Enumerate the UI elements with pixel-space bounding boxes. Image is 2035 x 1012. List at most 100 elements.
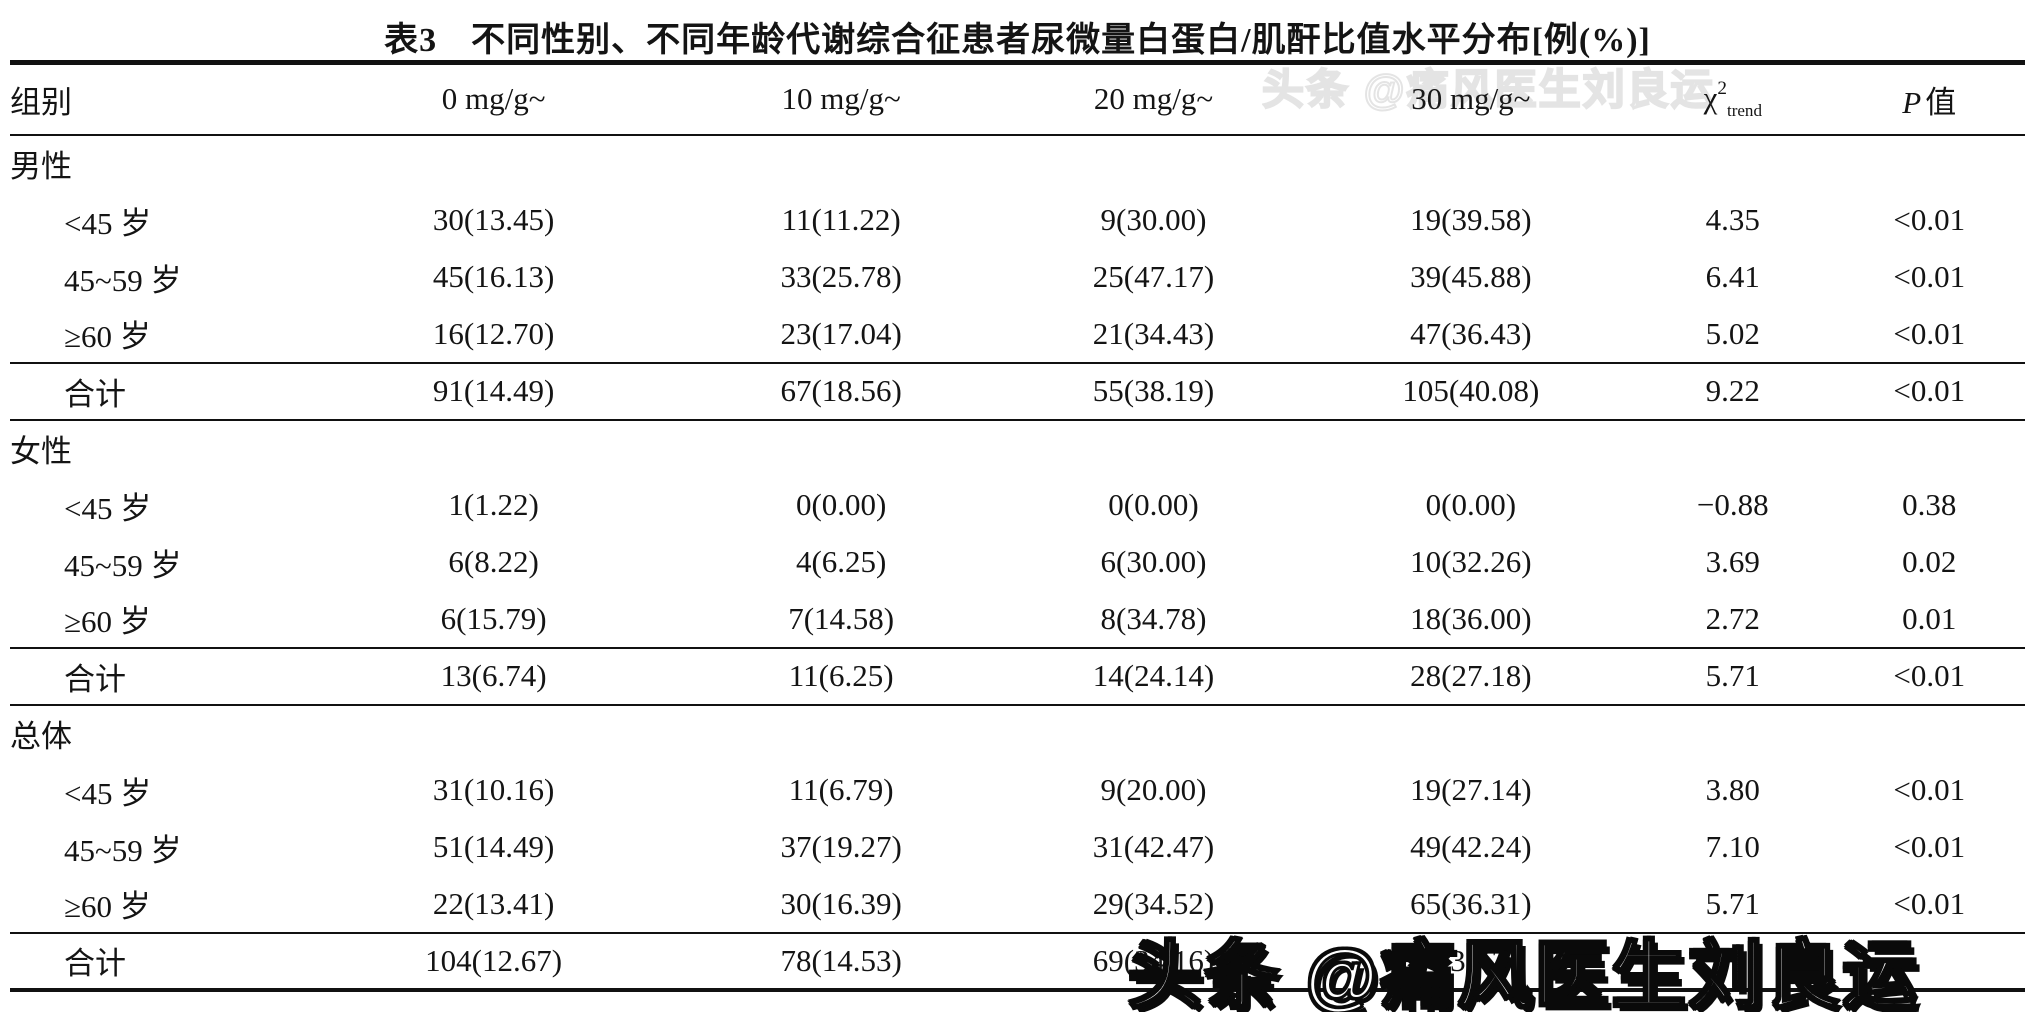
cell: 47(36.43) [1410,315,1532,351]
cell: 14(24.14) [1092,658,1215,693]
chi-superscript: 2 [1717,77,1727,99]
cell: 7.10 [1705,829,1760,864]
cell: 39(45.88) [1410,259,1532,294]
row-label: 45~59 岁 [64,262,182,298]
total-row-overall: 合计 104(12.67) 78(14.53) 69(34.16) 133(3 [10,932,2025,990]
table-row: <45 岁 30(13.45) 11(11.22) 9(30.00) 19(39.58)… [10,192,2025,249]
cell: 23(17.04) [780,315,902,351]
cell: 31(42.47) [1092,829,1215,864]
cell: 1(1.22) [448,487,539,522]
p-symbol: P [1902,84,1922,120]
cell: 78(14.53) [780,942,902,978]
row-label: 合计 [64,661,126,697]
cell: 13(6.74) [440,658,547,693]
cell: 22(13.41) [432,885,555,921]
cell: 9(30.00) [1100,202,1207,237]
cell: 3.69 [1705,544,1760,579]
cell: 6(15.79) [440,600,547,636]
table-row: ≥60 岁 22(13.41) 30(16.39) 29(34.52) 65(36.31… [10,876,2025,933]
statistics-table: 组别 0 mg/g~ 10 mg/g~ 20 mg/g~ 30 mg/g~ χ2… [10,60,2025,992]
cell: <0.01 [1893,885,1966,921]
cell: 4(6.25) [795,544,887,579]
p-value-label: 值 [1925,84,1957,120]
header-20mg: 20 mg/g~ [1093,81,1214,117]
row-label: <45 岁 [64,490,152,526]
cell: 104(12.67) [425,942,563,978]
cell: 10(32.26) [1410,544,1532,579]
section-label: 男性 [10,149,72,184]
section-label: 女性 [10,434,72,469]
cell: 7(14.58) [788,600,895,636]
table-body: 男性 <45 岁 30(13.45) 11(11.22) 9(30.00) 19(39.… [10,135,2025,990]
cell: 0(0.00) [795,487,887,522]
cell: 45(16.13) [432,259,555,294]
table-title: 表3 不同性别、不同年龄代谢综合征患者尿微量白蛋白/肌酐比值水平分布[例(%)] [0,0,2035,61]
faint-watermark: 头条 @痛风医生刘良运 [1261,65,1715,114]
row-label: ≥60 岁 [64,604,151,639]
row-label: 45~59 岁 [64,832,182,868]
cell: <0.01 [1893,202,1966,237]
cell: 67(18.56) [780,373,902,408]
row-label: ≥60 岁 [64,889,151,924]
table-row: 45~59 岁 45(16.13) 33(25.78) 25(47.17) 39(45.… [10,249,2025,306]
cell: 5.71 [1705,885,1760,921]
cell: 0.01 [1902,600,1957,636]
cell: −0.88 [1696,487,1769,522]
cell: 19(27.14) [1410,772,1532,807]
cell: 0.02 [1902,544,1957,579]
cell: 0(0.00) [1425,487,1517,522]
header-row: 组别 0 mg/g~ 10 mg/g~ 20 mg/g~ 30 mg/g~ χ2… [10,62,2025,135]
cell: 133(3 [1434,942,1507,978]
total-row-male: 合计 91(14.49) 67(18.56) 55(38.19) 105(40.08) 9… [10,362,2025,420]
cell: 5.71 [1705,658,1760,693]
cell: <0.01 [1893,373,1966,408]
cell: 65(36.31) [1410,885,1532,921]
cell: 4.35 [1705,202,1760,237]
row-label: 合计 [64,946,126,981]
table-title-text: 不同性别、不同年龄代谢综合征患者尿微量白蛋白/肌酐比值水平分布[例(%)] [471,22,1651,59]
cell: 29(34.52) [1092,885,1215,921]
section-row-male: 男性 [10,135,2025,192]
table-row: 45~59 岁 51(14.49) 37(19.27) 31(42.47) 49(42.… [10,819,2025,876]
table-row: ≥60 岁 16(12.70) 23(17.04) 21(34.43) 47(36.43… [10,306,2025,363]
cell: 9(20.00) [1100,772,1207,807]
cell: 55(38.19) [1092,373,1215,408]
chi-subscript: trend [1726,100,1762,120]
row-label: 45~59 岁 [64,547,182,583]
section-row-overall: 总体 [10,705,2025,762]
table-row: 45~59 岁 6(8.22) 4(6.25) 6(30.00) 10(32.26) 3.… [10,534,2025,591]
cell: 9.22 [1705,373,1760,408]
cell: 69(34.16) [1092,942,1215,978]
row-label: 合计 [64,376,126,412]
table-number: 表3 [384,22,438,59]
cell: 11(6.79) [788,772,894,807]
cell: 5.02 [1705,315,1760,351]
cell: 6.41 [1705,259,1760,294]
header-0mg: 0 mg/g~ [441,81,546,117]
cell: <0.01 [1893,658,1966,693]
cell: 6(30.00) [1100,544,1207,579]
cell: 30(13.45) [432,202,555,237]
cell: 0(0.00) [1108,487,1199,522]
cell: 91(14.49) [432,373,555,408]
header-chi-trend: χ2trend [1632,63,1834,135]
cell: <0.01 [1893,259,1966,294]
cell: 18(36.00) [1410,600,1532,636]
cell: 30(16.39) [780,885,902,921]
table-row: <45 岁 31(10.16) 11(6.79) 9(20.00) 19(27.14) 3… [10,762,2025,819]
cell: 49(42.24) [1410,829,1532,864]
cell: 11(11.22) [781,202,901,237]
cell: 3.80 [1705,772,1760,807]
table-row: <45 岁 1(1.22) 0(0.00) 0(0.00) 0(0.00) −0.88 0.… [10,477,2025,534]
cell: 28(27.18) [1410,658,1532,693]
cell: 2.72 [1705,600,1760,636]
cell: <0.01 [1893,315,1966,351]
row-label: ≥60 岁 [64,319,151,354]
cell: 105(40.08) [1402,373,1540,408]
cell: 19(39.58) [1410,202,1532,237]
header-group: 组别 [10,84,72,120]
table-header: 组别 0 mg/g~ 10 mg/g~ 20 mg/g~ 30 mg/g~ χ2… [10,62,2025,135]
cell: 21(34.43) [1092,315,1215,351]
